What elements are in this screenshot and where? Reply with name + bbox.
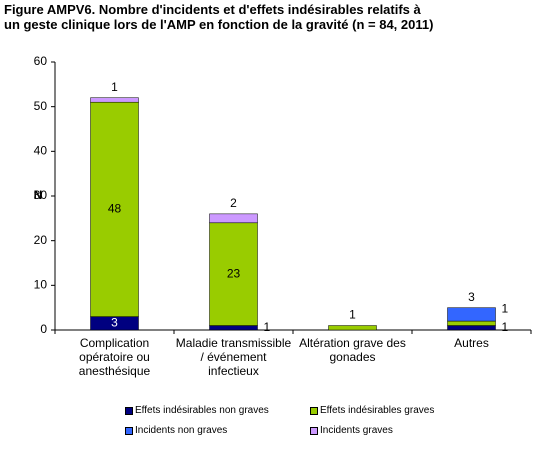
- legend-label: Incidents non graves: [135, 425, 228, 436]
- data-label: 1: [111, 80, 118, 94]
- x-tick-label: Autres: [454, 336, 489, 350]
- x-tick-label: Complication opératoire ou anesthésique: [78, 336, 151, 378]
- data-label: 3: [468, 290, 475, 304]
- y-tick-label: 50: [34, 99, 48, 113]
- bar-segment: [90, 97, 139, 103]
- legend-swatch: [310, 406, 318, 415]
- legend-swatch: [310, 426, 318, 435]
- y-axis-label: N: [34, 188, 43, 202]
- y-tick-label: 40: [34, 144, 48, 158]
- bar-segment: [447, 307, 496, 322]
- data-label: 1: [349, 308, 356, 322]
- data-label: 23: [227, 266, 241, 280]
- x-tick-label: Maladie transmissible / événement infect…: [175, 336, 292, 378]
- chart-title: Figure AMPV6. Nombre d'incidents et d'ef…: [4, 2, 434, 32]
- y-tick-label: 10: [34, 278, 48, 292]
- bar-segment: [209, 325, 258, 331]
- y-tick-label: 60: [34, 54, 48, 68]
- data-label: 3: [111, 315, 118, 329]
- legend-item: Effets indésirables graves: [310, 405, 434, 416]
- legend-label: Effets indésirables graves: [320, 405, 435, 416]
- bar-segment: [209, 213, 258, 224]
- y-tick-label: 0: [40, 322, 47, 336]
- data-label: 1: [502, 320, 509, 334]
- y-tick-label: 30: [34, 188, 48, 202]
- legend-label: Incidents graves: [320, 425, 393, 436]
- legend-item: Effets indésirables non graves: [125, 405, 269, 416]
- legend-label: Effets indésirables non graves: [135, 405, 269, 416]
- x-tick-label: Altération grave des gonades: [299, 336, 406, 364]
- bar-segment: [328, 325, 377, 331]
- y-tick-label: 20: [34, 233, 48, 247]
- data-label: 1: [264, 320, 271, 334]
- data-label: 2: [230, 196, 237, 210]
- legend-swatch: [125, 406, 133, 415]
- bar-segment: [447, 320, 496, 326]
- legend-swatch: [125, 426, 133, 435]
- legend-item: Incidents non graves: [125, 425, 227, 436]
- data-label: 1: [502, 301, 509, 315]
- data-label: 48: [108, 202, 122, 216]
- legend-item: Incidents graves: [310, 425, 393, 436]
- bar-segment: [447, 325, 496, 331]
